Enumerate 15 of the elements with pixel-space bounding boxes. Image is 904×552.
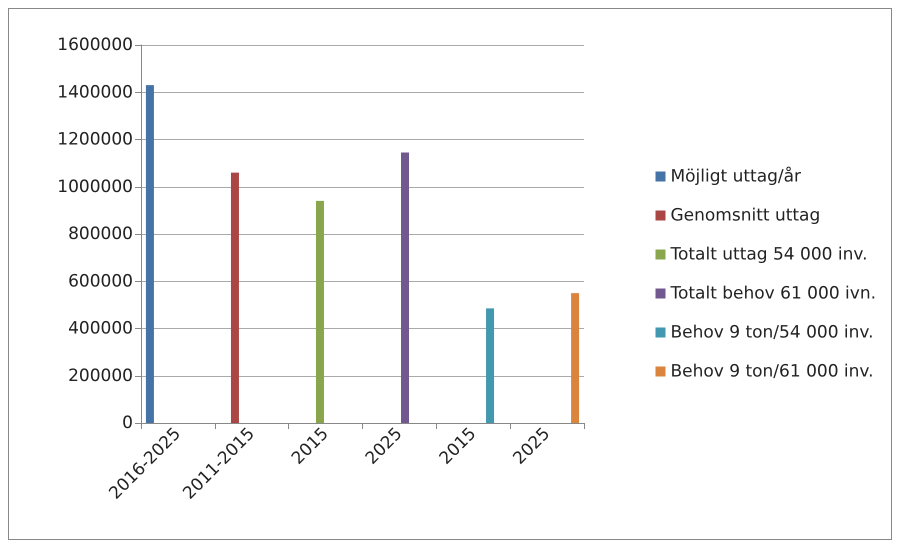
y-tick-label: 0: [122, 413, 133, 433]
legend-label: Behov 9 ton/61 000 inv.: [670, 362, 874, 382]
y-tick-label: 600000: [68, 271, 133, 292]
y-tick-label: 1000000: [57, 176, 133, 197]
legend-label: Totalt behov 61 000 ivn.: [669, 284, 876, 304]
y-tick-label: 800000: [68, 224, 133, 244]
y-tick-label: 1200000: [57, 130, 133, 150]
y-tick-label: 1600000: [57, 35, 133, 55]
y-tick-label: 200000: [68, 366, 133, 386]
y-tick-label: 400000: [68, 318, 133, 338]
legend-label: Genomsnitt uttag: [670, 206, 820, 226]
y-tick-label: 1400000: [57, 82, 133, 102]
legend-label: Totalt uttag 54 000 inv.: [669, 244, 868, 264]
legend-label: Möjligt uttag/år: [670, 166, 802, 186]
legend-label: Behov 9 ton/54 000 inv.: [670, 322, 874, 342]
